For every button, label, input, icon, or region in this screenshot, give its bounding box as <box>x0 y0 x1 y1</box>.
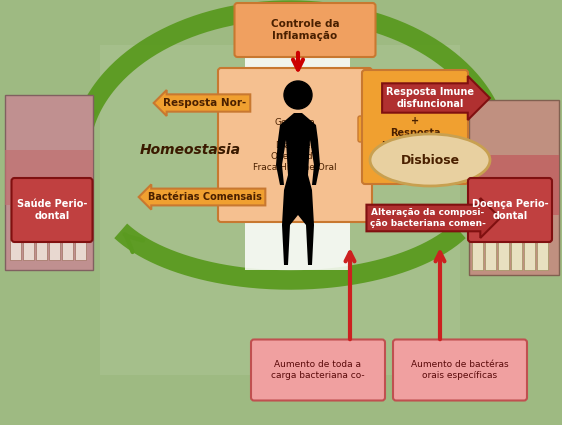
Text: Doença Perio-
dontal: Doença Perio- dontal <box>472 199 549 221</box>
FancyBboxPatch shape <box>393 340 527 400</box>
Bar <box>469 155 559 215</box>
Bar <box>511 215 522 270</box>
Text: Homeostasia: Homeostasia <box>139 143 241 157</box>
Text: Aumento de toda a
carga bacteriana co-: Aumento de toda a carga bacteriana co- <box>271 360 365 380</box>
Bar <box>49 205 60 260</box>
Text: Resposta Imune
disfuncional: Resposta Imune disfuncional <box>386 87 474 109</box>
Text: Saúde Perio-
dontal: Saúde Perio- dontal <box>17 199 87 221</box>
FancyBboxPatch shape <box>245 55 350 270</box>
Bar <box>10 205 21 260</box>
Bar <box>62 205 73 260</box>
Bar <box>485 215 496 270</box>
Bar <box>469 100 559 275</box>
Text: Resposta Nor-: Resposta Nor- <box>164 98 247 108</box>
Bar <box>5 95 93 270</box>
Bar <box>23 205 34 260</box>
FancyBboxPatch shape <box>218 68 372 222</box>
Bar <box>498 215 509 270</box>
Text: Aumento de bactéras
orais específicas: Aumento de bactéras orais específicas <box>411 360 509 380</box>
Bar <box>524 215 535 270</box>
Bar <box>75 205 86 260</box>
Text: Controle da
Inflamação: Controle da Inflamação <box>271 19 339 41</box>
Bar <box>36 205 47 260</box>
Polygon shape <box>276 113 320 265</box>
FancyBboxPatch shape <box>251 340 385 400</box>
Bar <box>472 215 483 270</box>
FancyBboxPatch shape <box>362 70 468 184</box>
Text: Bactérias Comensais: Bactérias Comensais <box>148 192 262 202</box>
Circle shape <box>284 81 312 109</box>
FancyBboxPatch shape <box>11 178 93 242</box>
Ellipse shape <box>370 134 490 186</box>
Bar <box>100 45 460 375</box>
Text: Disbiose: Disbiose <box>401 153 460 167</box>
Text: Tratamento
+
Resposta
Hospedeiro-: Tratamento + Resposta Hospedeiro- <box>382 103 448 150</box>
FancyBboxPatch shape <box>468 178 552 242</box>
Text: Alteração da composi-
ção bacteriana comen-: Alteração da composi- ção bacteriana com… <box>370 208 486 228</box>
FancyBboxPatch shape <box>358 116 380 142</box>
FancyBboxPatch shape <box>234 3 375 57</box>
Bar <box>537 215 548 270</box>
Bar <box>5 150 93 205</box>
Text: Genética
Tabaco
Diabetes
Obesidade
Fraca Higiene Oral: Genética Tabaco Diabetes Obesidade Fraca… <box>253 118 337 172</box>
